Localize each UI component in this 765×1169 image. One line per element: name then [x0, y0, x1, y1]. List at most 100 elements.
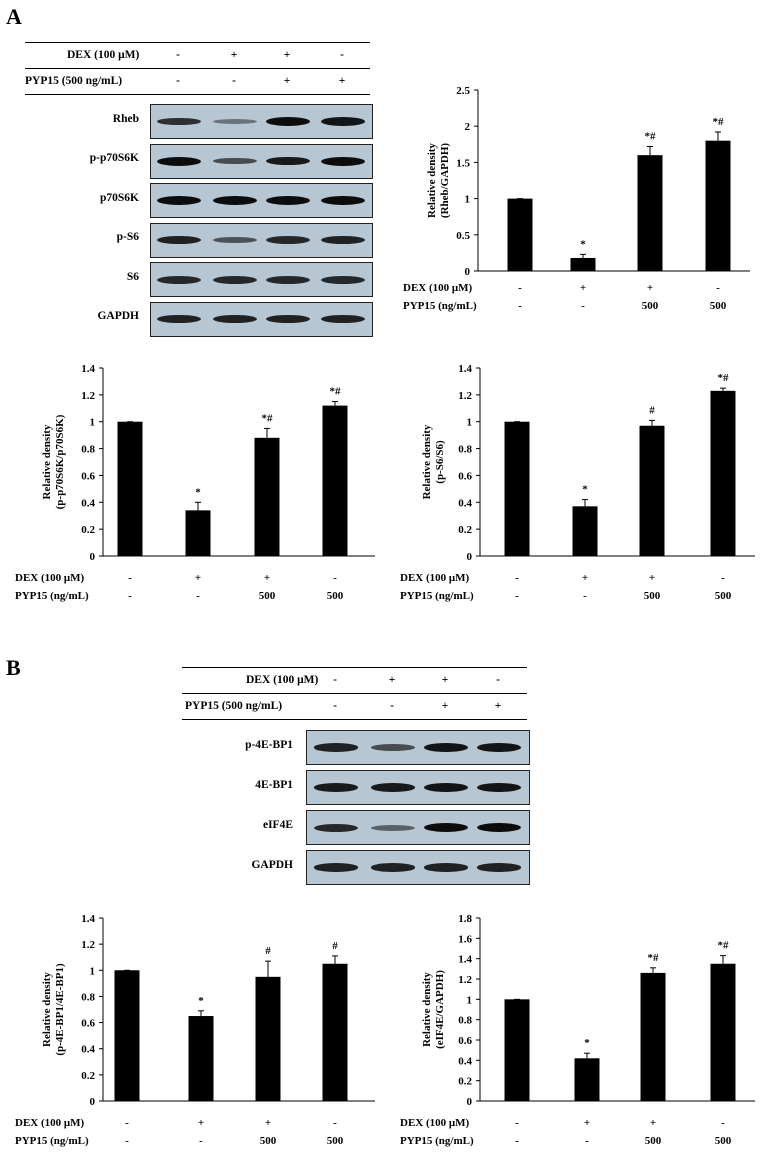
- blot-strip: [150, 262, 373, 297]
- blot-strip: [306, 810, 530, 845]
- y-tick-label: 0.2: [458, 1076, 472, 1088]
- y-tick-label: 0: [90, 551, 96, 563]
- condition-value: -: [199, 1135, 203, 1147]
- bar: [322, 405, 348, 556]
- significance-label: *#: [718, 940, 730, 952]
- significance-label: *#: [262, 412, 274, 424]
- condition-value: -: [128, 572, 132, 584]
- condition-value: -: [196, 590, 200, 602]
- blot-band: [213, 196, 257, 205]
- blot-band: [321, 235, 365, 245]
- y-tick-label: 1: [467, 994, 473, 1006]
- header-value: -: [496, 674, 500, 686]
- divider: [25, 68, 370, 69]
- condition-value: +: [580, 282, 586, 294]
- header-value: +: [230, 49, 238, 61]
- header-label-pyp15: PYP15 (500 ng/mL): [25, 75, 123, 87]
- condition-value: -: [128, 590, 132, 602]
- bar: [640, 972, 666, 1101]
- bar: [114, 970, 140, 1101]
- blot-band: [266, 275, 310, 284]
- chart-p70s6k: 0 0.2 0.4 0.6 0.8 1 1.2 1.4 Relative density (p-p…: [15, 363, 375, 602]
- header-value: +: [494, 700, 502, 712]
- chart-rheb: 0 0.5 1 1.5 2 2.5 Relative density (Rheb/GAPDH)…: [403, 85, 750, 312]
- condition-label: DEX (100 μM): [15, 572, 85, 584]
- header-label-dex: DEX (100 μM): [246, 674, 319, 686]
- condition-value: +: [265, 1117, 271, 1129]
- y-tick-label: 0.6: [81, 1018, 95, 1030]
- blot-strip: [306, 770, 530, 805]
- divider: [182, 693, 527, 694]
- condition-value: +: [195, 572, 201, 584]
- significance-label: #: [265, 945, 271, 957]
- blot-band: [314, 743, 358, 752]
- divider: [182, 667, 527, 668]
- y-tick-label: 1.4: [458, 954, 472, 966]
- blot-band: [213, 157, 257, 165]
- y-tick-label: 0.4: [81, 1044, 95, 1056]
- header-value: +: [283, 75, 291, 87]
- y-tick-label: 1.8: [458, 913, 472, 925]
- condition-label: DEX (100 μM): [403, 282, 473, 294]
- significance-label: *: [580, 238, 586, 250]
- blot-band: [321, 275, 365, 284]
- bar: [572, 506, 598, 556]
- significance-label: #: [332, 940, 338, 952]
- condition-value: -: [125, 1135, 129, 1147]
- significance-label: *#: [648, 952, 660, 964]
- y-tick-label: 0: [90, 1096, 96, 1108]
- blot-band: [321, 196, 365, 205]
- condition-value: -: [583, 590, 587, 602]
- divider: [182, 719, 527, 720]
- blot-row-label: eIF4E: [262, 818, 293, 831]
- bar: [322, 963, 348, 1101]
- blot-strip: [150, 301, 373, 337]
- condition-value: -: [518, 300, 522, 312]
- blot-row-label: p-S6: [116, 231, 139, 243]
- condition-value: -: [518, 282, 522, 294]
- header-label-pyp15: PYP15 (500 ng/mL): [185, 700, 283, 712]
- condition-value: +: [649, 572, 655, 584]
- y-tick-label: 1.5: [456, 157, 470, 169]
- y-tick-label: 1.4: [458, 363, 472, 375]
- condition-label: DEX (100 μM): [400, 572, 470, 584]
- y-tick-label: 0.8: [458, 1015, 472, 1027]
- condition-value: 500: [642, 300, 659, 312]
- blot-band: [321, 314, 365, 324]
- y-axis-label: Relative density: [41, 972, 53, 1047]
- y-tick-label: 0: [467, 551, 473, 563]
- y-tick-label: 1.6: [458, 933, 472, 945]
- condition-value: -: [333, 1117, 337, 1129]
- header-value: -: [333, 700, 337, 712]
- blot-band: [424, 743, 468, 752]
- blot-row-label: p-p70S6K: [89, 152, 139, 164]
- blot-band: [266, 156, 310, 166]
- y-axis-label: Relative density: [421, 972, 433, 1047]
- y-tick-label: 1.4: [81, 363, 95, 375]
- condition-label: PYP15 (ng/mL): [400, 590, 474, 602]
- blot-strip: [150, 104, 373, 139]
- header-value: -: [176, 75, 180, 87]
- y-tick-label: 1.2: [458, 390, 472, 402]
- header-value: +: [441, 700, 449, 712]
- y-tick-label: 1: [465, 194, 471, 206]
- header-value: -: [333, 674, 337, 686]
- blot-band: [321, 156, 365, 166]
- blot-row-label: GAPDH: [251, 858, 293, 871]
- y-axis-label: (p-S6/S6): [434, 440, 446, 484]
- y-tick-label: 0.4: [458, 1055, 472, 1067]
- significance-label: *#: [713, 116, 725, 128]
- y-tick-label: 0.2: [81, 1070, 95, 1082]
- blot-row-label: 4E-BP1: [255, 778, 293, 791]
- bar: [507, 198, 533, 271]
- blot-band: [157, 275, 201, 284]
- condition-value: +: [582, 572, 588, 584]
- bar: [710, 963, 736, 1101]
- blot-band: [213, 118, 257, 125]
- header-value: +: [441, 674, 449, 686]
- condition-value: -: [515, 1117, 519, 1129]
- y-axis-label: Relative density: [426, 143, 438, 218]
- blot-strip: [150, 222, 373, 258]
- header-value: -: [232, 75, 236, 87]
- blot-band: [477, 743, 521, 752]
